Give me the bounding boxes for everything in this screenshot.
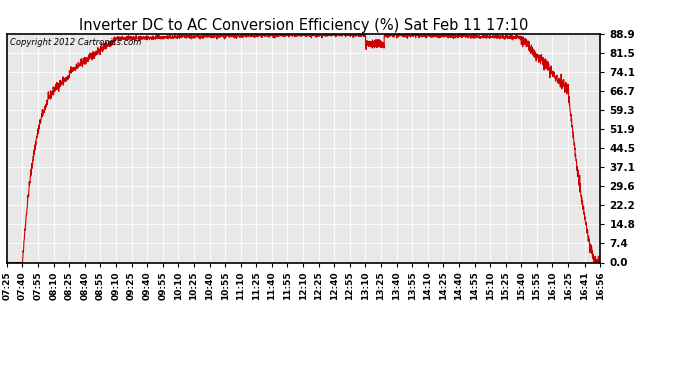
Title: Inverter DC to AC Conversion Efficiency (%) Sat Feb 11 17:10: Inverter DC to AC Conversion Efficiency …: [79, 18, 529, 33]
Text: Copyright 2012 Cartronics.com: Copyright 2012 Cartronics.com: [10, 38, 141, 47]
